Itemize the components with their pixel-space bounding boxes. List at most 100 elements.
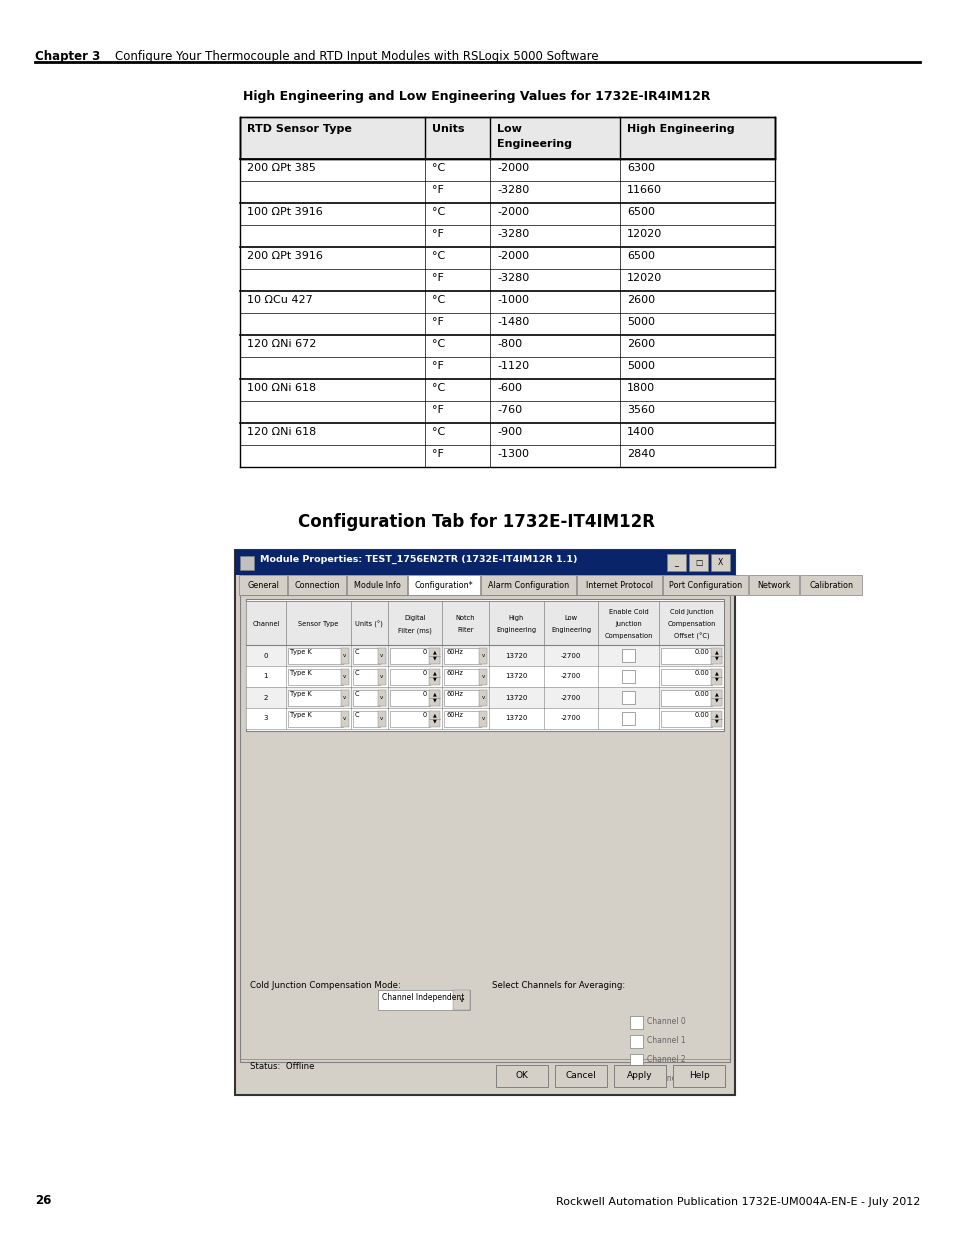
Bar <box>629 1053 642 1067</box>
Text: Cancel: Cancel <box>565 1072 596 1081</box>
Text: ▼: ▼ <box>714 655 718 659</box>
Text: Enable Cold: Enable Cold <box>608 609 648 615</box>
Text: Network: Network <box>757 580 790 589</box>
Text: °F: °F <box>432 361 443 370</box>
Text: ▲: ▲ <box>714 650 718 655</box>
Text: C: C <box>355 671 359 676</box>
Text: v: v <box>481 695 484 700</box>
Text: 60Hz: 60Hz <box>446 671 462 676</box>
Text: Rockwell Automation Publication 1732E-UM004A-EN-E - July 2012: Rockwell Automation Publication 1732E-UM… <box>555 1197 919 1207</box>
Text: v: v <box>379 653 383 658</box>
Text: ▼: ▼ <box>433 718 436 722</box>
Bar <box>240 595 729 1062</box>
Bar <box>353 710 379 726</box>
Text: °F: °F <box>432 317 443 327</box>
Text: 2840: 2840 <box>626 450 655 459</box>
Text: Calibration: Calibration <box>808 580 852 589</box>
Bar <box>377 710 385 726</box>
Text: °C: °C <box>432 338 445 350</box>
Text: 0.00: 0.00 <box>694 650 708 655</box>
Text: Digital: Digital <box>403 615 425 621</box>
Text: 0: 0 <box>422 650 427 655</box>
Bar <box>443 710 480 726</box>
Text: 13720: 13720 <box>505 673 527 679</box>
Text: -2000: -2000 <box>497 207 529 217</box>
Text: Low: Low <box>564 615 577 621</box>
Bar <box>478 647 487 663</box>
Bar <box>577 576 661 595</box>
Text: v: v <box>379 695 383 700</box>
Text: v: v <box>379 674 383 679</box>
Bar <box>240 556 253 571</box>
Bar <box>246 708 723 729</box>
Text: Apply: Apply <box>626 1072 652 1081</box>
Bar <box>353 689 379 705</box>
Bar <box>621 713 635 725</box>
Bar <box>288 689 342 705</box>
Text: Channel 1: Channel 1 <box>646 1036 685 1045</box>
Text: Units: Units <box>432 124 464 135</box>
Bar <box>453 990 470 1010</box>
Text: X: X <box>717 558 722 567</box>
Text: v: v <box>343 695 346 700</box>
Bar <box>666 555 685 571</box>
Bar <box>478 710 487 726</box>
Text: Configure Your Thermocouple and RTD Input Modules with RSLogix 5000 Software: Configure Your Thermocouple and RTD Inpu… <box>115 49 598 63</box>
Text: 6500: 6500 <box>626 207 655 217</box>
Bar <box>496 1065 547 1087</box>
Text: ▼: ▼ <box>714 697 718 701</box>
Bar <box>662 576 747 595</box>
Bar <box>246 599 723 731</box>
Text: ▲: ▲ <box>433 671 436 676</box>
Text: °C: °C <box>432 163 445 173</box>
Text: °F: °F <box>432 185 443 195</box>
Text: °C: °C <box>432 251 445 261</box>
Text: Alarm Configuration: Alarm Configuration <box>487 580 569 589</box>
Text: 12020: 12020 <box>626 228 661 240</box>
Text: 0: 0 <box>422 692 427 697</box>
Text: 6300: 6300 <box>626 163 655 173</box>
Text: -760: -760 <box>497 405 521 415</box>
Text: v: v <box>481 653 484 658</box>
Text: ▼: ▼ <box>714 718 718 722</box>
Text: Channel 3: Channel 3 <box>646 1074 685 1083</box>
Text: 60Hz: 60Hz <box>446 713 462 718</box>
Bar <box>478 689 487 705</box>
Text: ▼: ▼ <box>433 676 436 680</box>
Text: General: General <box>247 580 278 589</box>
Text: Compensation: Compensation <box>666 621 715 627</box>
Bar <box>377 668 385 684</box>
Text: -3280: -3280 <box>497 228 529 240</box>
Bar <box>629 1035 642 1049</box>
Text: v: v <box>343 674 346 679</box>
Text: Engineering: Engineering <box>496 627 536 634</box>
Text: °F: °F <box>432 273 443 283</box>
Text: Channel 0: Channel 0 <box>646 1016 685 1026</box>
Text: ▲: ▲ <box>714 671 718 676</box>
Text: 5000: 5000 <box>626 317 655 327</box>
Bar <box>246 601 723 645</box>
Text: OK: OK <box>515 1072 528 1081</box>
Text: -2700: -2700 <box>560 673 580 679</box>
Bar <box>429 668 439 684</box>
Text: 3: 3 <box>263 715 268 721</box>
Text: Status:  Offline: Status: Offline <box>250 1062 314 1071</box>
Bar <box>621 650 635 662</box>
Text: v: v <box>379 716 383 721</box>
Text: -1300: -1300 <box>497 450 529 459</box>
Text: ▲: ▲ <box>433 692 436 697</box>
Bar <box>443 668 480 684</box>
Bar <box>443 689 480 705</box>
Text: 26: 26 <box>35 1194 51 1207</box>
Text: 1800: 1800 <box>626 383 655 393</box>
Bar <box>340 710 349 726</box>
Bar <box>389 668 430 684</box>
Text: 120 ΩNi 618: 120 ΩNi 618 <box>247 427 315 437</box>
Bar <box>710 668 721 684</box>
Text: -2000: -2000 <box>497 251 529 261</box>
Text: Channel 2: Channel 2 <box>646 1055 685 1065</box>
Text: -1480: -1480 <box>497 317 529 327</box>
Text: -3280: -3280 <box>497 185 529 195</box>
Text: ▲: ▲ <box>433 713 436 718</box>
Text: Chapter 3: Chapter 3 <box>35 49 100 63</box>
